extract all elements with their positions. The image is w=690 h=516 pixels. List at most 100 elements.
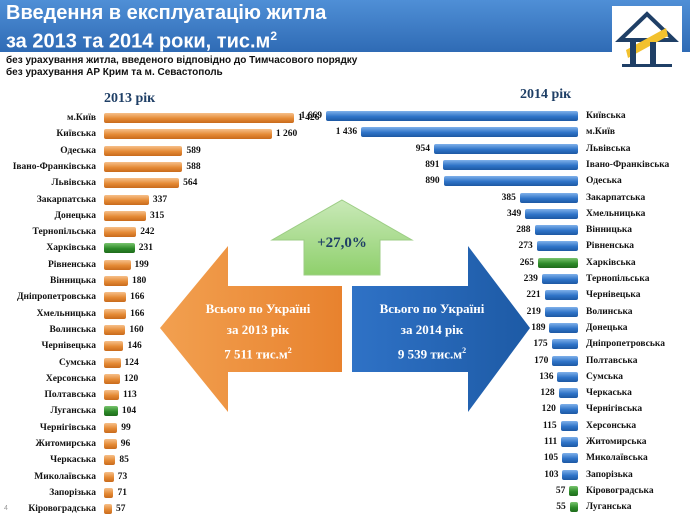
category-label-2014: Житомирська bbox=[586, 437, 647, 447]
value-label-2013: 113 bbox=[123, 390, 137, 401]
category-label-2013: Миколаївська bbox=[34, 471, 96, 482]
value-label-2014: 103 bbox=[544, 469, 559, 480]
category-label-2013: Житомирська bbox=[35, 439, 96, 449]
bar-2013 bbox=[104, 373, 120, 384]
bar-2014 bbox=[552, 355, 578, 366]
bar-2014 bbox=[541, 274, 578, 284]
category-label-2014: Харківська bbox=[586, 257, 636, 268]
category-label-2013: Дніпропетровська bbox=[17, 292, 96, 303]
bar-2014 bbox=[433, 143, 578, 154]
category-label-2014: Сумська bbox=[586, 371, 624, 382]
bar-2014 bbox=[443, 176, 578, 187]
bar-2013 bbox=[104, 178, 180, 189]
value-label-2013: 166 bbox=[130, 308, 145, 319]
category-label-2013: Полтавська bbox=[44, 390, 96, 401]
total-2013-line1: Всього по Україні bbox=[205, 301, 311, 316]
title-line-1: Введення в експлуатацію житла bbox=[6, 2, 327, 24]
value-label-2014: 170 bbox=[534, 355, 549, 366]
category-label-2013: Рівненська bbox=[47, 259, 96, 270]
bar-2014 bbox=[569, 485, 578, 496]
value-label-2013: 564 bbox=[183, 178, 198, 189]
value-label-2013: 337 bbox=[152, 194, 168, 205]
value-label-2014: 239 bbox=[523, 274, 538, 284]
category-label-2014: Дніпропетровська bbox=[586, 339, 665, 350]
value-label-2014: 189 bbox=[531, 322, 546, 333]
bar-2014 bbox=[534, 225, 578, 236]
value-label-2014: 55 bbox=[556, 502, 566, 513]
bar-2013 bbox=[104, 145, 183, 156]
growth-arrow-up-icon bbox=[270, 199, 414, 276]
bar-2013 bbox=[104, 406, 118, 417]
value-label-2014: 349 bbox=[507, 208, 522, 219]
bar-2013 bbox=[104, 422, 118, 433]
category-label-2014: Рівненська bbox=[586, 241, 635, 252]
bar-2013 bbox=[104, 243, 135, 254]
value-label-2013: 99 bbox=[121, 422, 131, 433]
category-label-2013: Івано-Франківська bbox=[12, 161, 96, 172]
category-label-2014: Черкаська bbox=[586, 388, 632, 399]
bar-2014 bbox=[562, 453, 578, 464]
growth-percent: +27,0% bbox=[317, 235, 367, 251]
category-label-2013: Запорізька bbox=[49, 487, 96, 498]
bar-2014 bbox=[525, 208, 578, 219]
category-label-2013: м.Київ bbox=[67, 113, 96, 123]
bar-2014 bbox=[544, 290, 578, 301]
category-label-2014: Запорізька bbox=[586, 469, 633, 480]
bar-2014 bbox=[551, 339, 578, 350]
bar-2013 bbox=[104, 471, 114, 482]
value-label-2014: 265 bbox=[519, 257, 534, 268]
value-label-2014: 1 669 bbox=[300, 111, 322, 121]
category-label-2014: Львівська bbox=[586, 143, 631, 154]
bar-2013 bbox=[104, 113, 294, 123]
bar-2013 bbox=[104, 357, 121, 368]
value-label-2013: 1 426 bbox=[298, 113, 320, 123]
bar-2014 bbox=[562, 469, 578, 480]
value-label-2013: 124 bbox=[124, 357, 139, 368]
category-label-2013: Херсонська bbox=[45, 373, 96, 384]
bar-2013 bbox=[104, 292, 127, 303]
category-label-2013: Волинська bbox=[49, 324, 96, 335]
footer-mark: 4 bbox=[4, 505, 8, 512]
category-label-2014: Херсонська bbox=[586, 420, 637, 431]
total-2014-line2: за 2014 рік bbox=[400, 322, 464, 337]
value-label-2014: 288 bbox=[516, 225, 531, 236]
category-label-2013: Київська bbox=[56, 129, 96, 140]
category-label-2013: Харківська bbox=[46, 243, 96, 254]
category-label-2014: Кіровоградська bbox=[586, 485, 654, 496]
total-2014-value: 9 539 тис.м2 bbox=[397, 346, 467, 362]
bar-2013 bbox=[104, 341, 124, 352]
title-bar bbox=[0, 0, 690, 52]
note-line-2: без урахування АР Крим та м. Севастополь bbox=[6, 67, 223, 78]
value-label-2013: 73 bbox=[117, 471, 128, 482]
title-line-2: за 2013 та 2014 роки, тис.м2 bbox=[6, 29, 278, 53]
bar-2013 bbox=[104, 324, 126, 335]
category-label-2013: Черкаська bbox=[50, 455, 96, 466]
category-label-2013: Вінницька bbox=[50, 276, 96, 286]
value-label-2013: 1 260 bbox=[275, 129, 298, 140]
page-title: Введення в експлуатацію житла за 2013 та… bbox=[6, 2, 326, 54]
value-label-2013: 588 bbox=[186, 161, 201, 172]
category-label-2014: Тернопільська bbox=[586, 274, 650, 284]
value-label-2013: 160 bbox=[129, 324, 144, 335]
bar-2014 bbox=[557, 371, 578, 382]
category-label-2014: Полтавська bbox=[586, 355, 638, 366]
category-label-2013: Сумська bbox=[58, 357, 96, 368]
bar-2013 bbox=[104, 487, 114, 498]
value-label-2014: 219 bbox=[526, 306, 541, 317]
bar-2013 bbox=[104, 504, 112, 515]
category-label-2013: Одеська bbox=[60, 145, 96, 156]
bar-2013 bbox=[104, 259, 131, 270]
value-label-2013: 199 bbox=[134, 259, 149, 270]
bar-2014 bbox=[558, 388, 578, 399]
value-label-2014: 105 bbox=[543, 453, 559, 464]
category-label-2014: Закарпатська bbox=[586, 192, 646, 203]
bar-2013 bbox=[104, 227, 137, 238]
total-2013-line2: за 2013 рік bbox=[226, 322, 290, 337]
value-label-2014: 1 436 bbox=[335, 127, 358, 138]
value-label-2014: 111 bbox=[544, 437, 558, 447]
bar-2014 bbox=[519, 192, 578, 203]
category-label-2014: Вінницька bbox=[586, 225, 632, 236]
bar-2013 bbox=[104, 161, 183, 172]
value-label-2013: 104 bbox=[121, 406, 137, 417]
